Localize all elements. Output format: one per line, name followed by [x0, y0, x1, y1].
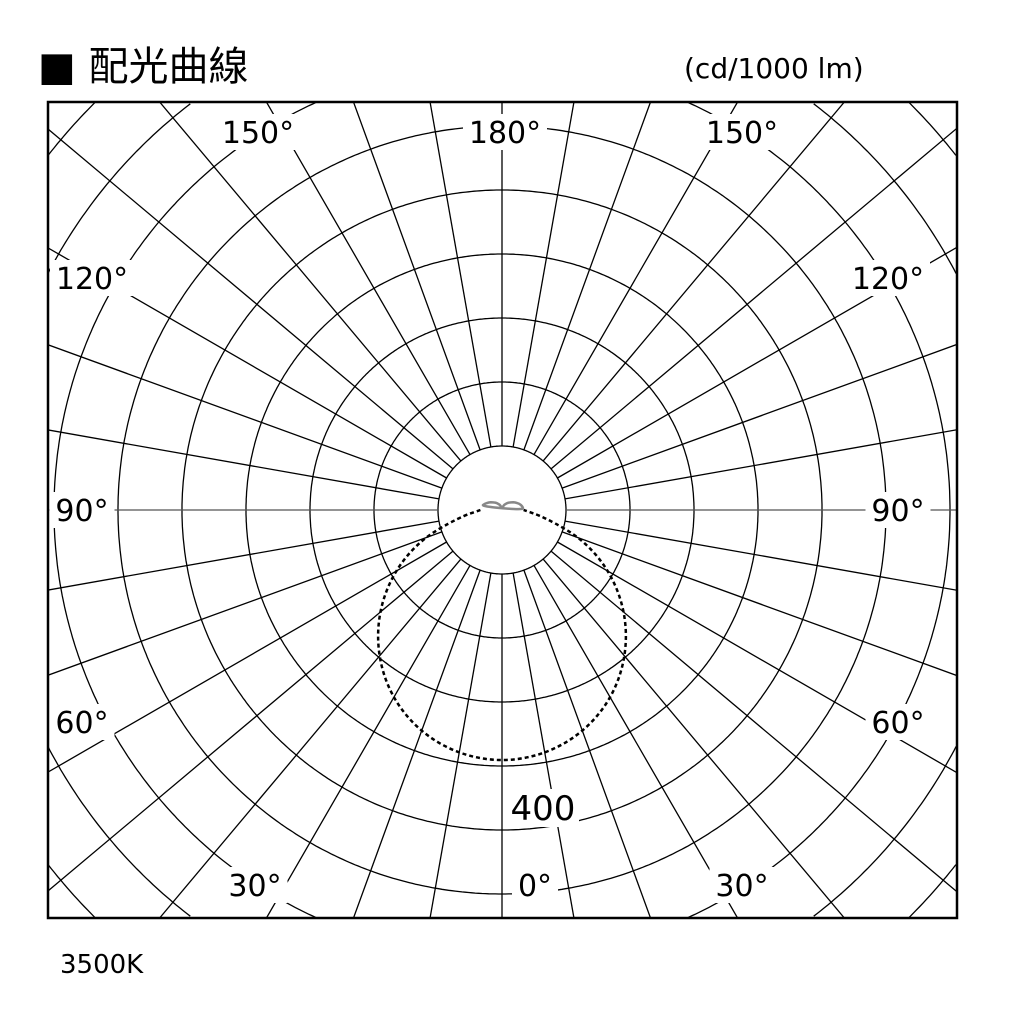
label-background — [216, 114, 300, 150]
grid-spoke — [265, 565, 471, 918]
unit-label: (cd/1000 lm) — [684, 52, 864, 85]
grid-spoke — [48, 520, 440, 591]
grid-ring — [48, 864, 96, 918]
label-background — [50, 260, 134, 296]
grid-spoke — [265, 102, 471, 455]
grid-ring — [437, 445, 567, 575]
grid-spoke — [542, 102, 845, 462]
angle-label: 120° — [852, 262, 924, 297]
chart-frame — [46, 100, 959, 920]
angle-label: 60° — [55, 706, 108, 741]
label-background — [512, 867, 558, 903]
label-background — [865, 492, 931, 528]
distribution-curve-lower — [376, 508, 628, 762]
angle-label: 90° — [871, 494, 924, 529]
grid-spoke — [48, 429, 440, 500]
label-background — [222, 867, 288, 903]
grid-spoke — [561, 531, 957, 677]
grid-spoke — [512, 102, 575, 448]
label-background — [49, 492, 115, 528]
label-background — [846, 260, 930, 296]
grid-spoke — [352, 569, 481, 918]
angle-label: 30° — [715, 869, 768, 904]
label-background — [709, 867, 775, 903]
grid-spoke — [352, 102, 481, 451]
grid-spoke — [512, 572, 575, 918]
label-background — [700, 114, 784, 150]
grid-spoke — [533, 102, 739, 455]
chart-title: ■ 配光曲線 — [38, 44, 249, 90]
distribution-curve-upper — [481, 501, 525, 511]
grid-spoke — [429, 102, 492, 448]
label-background — [463, 114, 547, 150]
grid-spoke — [429, 572, 492, 918]
grid-spoke — [550, 550, 957, 893]
radial-tick-label: 400 — [511, 789, 576, 829]
label-background — [865, 704, 931, 740]
grid-spoke — [523, 102, 652, 451]
angle-label: 90° — [55, 494, 108, 529]
label-background — [49, 704, 115, 740]
grid-spoke — [550, 127, 957, 470]
angle-label: 60° — [871, 706, 924, 741]
angle-label: 150° — [706, 116, 778, 151]
grid-spoke — [159, 102, 462, 462]
grid-spoke — [561, 343, 957, 489]
grid-spoke — [564, 429, 957, 500]
label-background — [507, 789, 579, 827]
grid-spoke — [48, 128, 454, 470]
angle-label: 180° — [469, 116, 541, 151]
angle-label: 0° — [518, 869, 552, 904]
grid-spoke — [533, 565, 739, 918]
grid-spoke — [48, 550, 454, 892]
grid-spoke — [48, 344, 443, 489]
grid-spoke — [48, 531, 443, 676]
grid-spoke — [159, 558, 462, 918]
grid-ring — [908, 102, 957, 156]
grid-spoke — [542, 558, 845, 918]
grid-ring — [48, 102, 96, 156]
angle-label: 30° — [228, 869, 281, 904]
angle-label: 150° — [222, 116, 294, 151]
angle-label: 120° — [56, 262, 128, 297]
grid-spoke — [523, 569, 652, 918]
grid-spoke — [564, 520, 957, 591]
grid-ring — [908, 864, 957, 918]
color-temperature-label: 3500K — [60, 950, 144, 980]
